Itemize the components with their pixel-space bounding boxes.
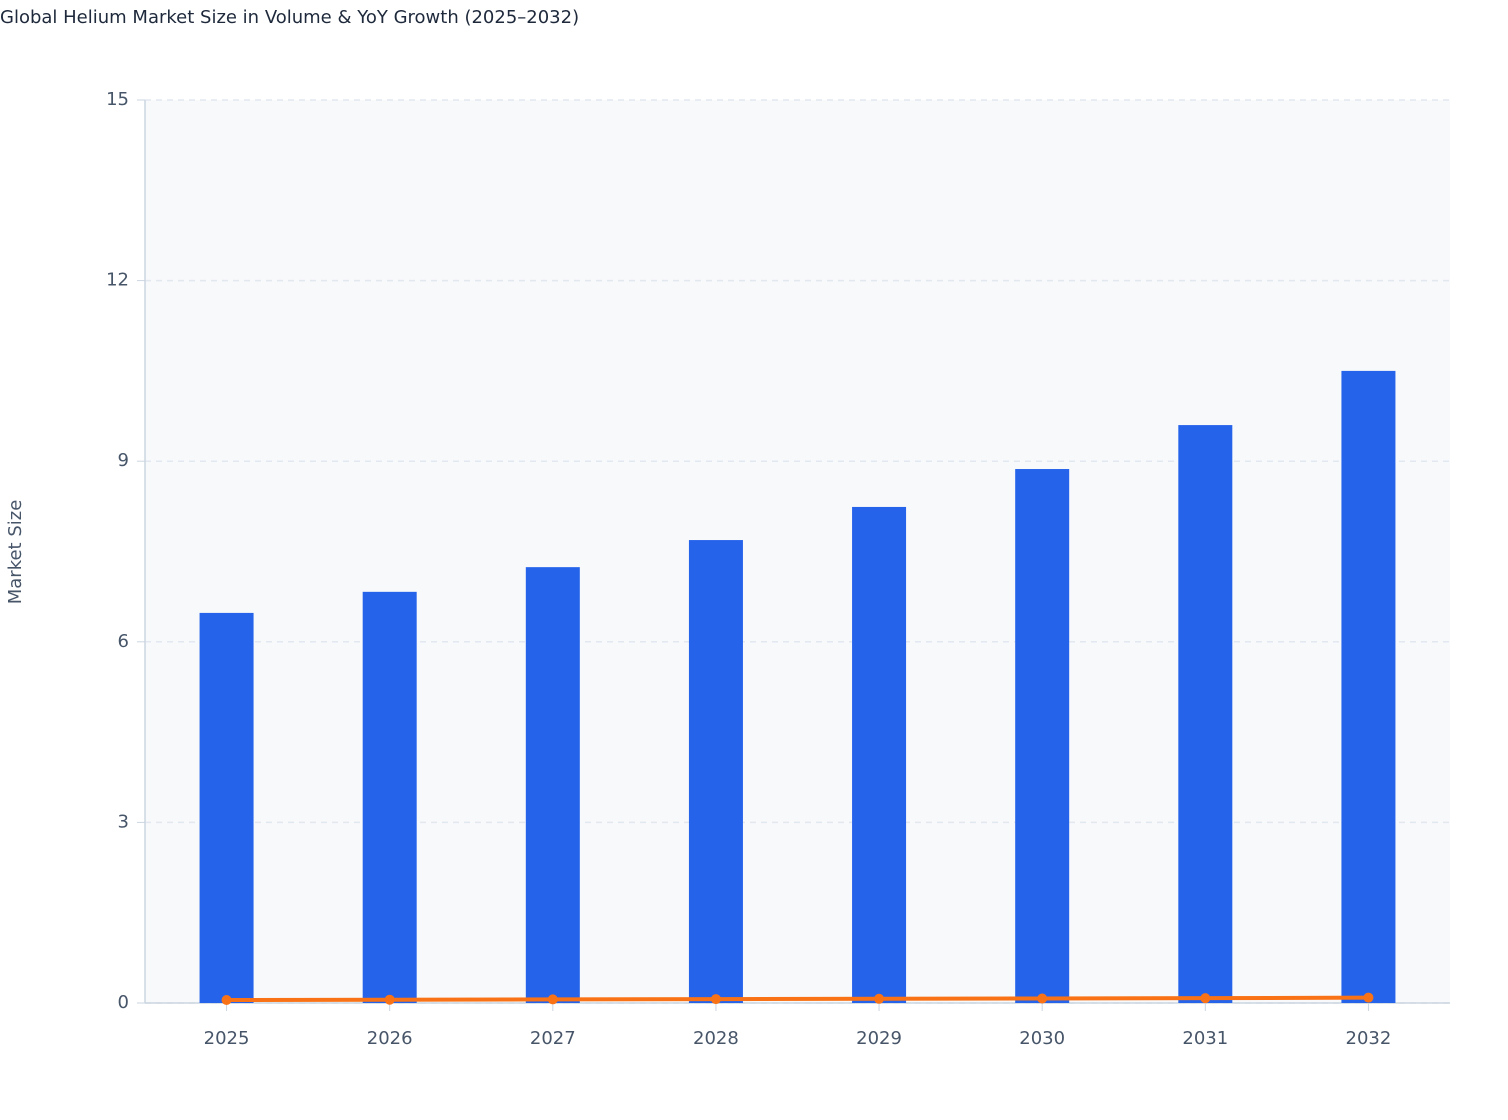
line-point xyxy=(1037,993,1048,1004)
y-axis-label: Market Size xyxy=(5,500,26,605)
x-tick-label: 2029 xyxy=(856,1028,902,1049)
x-tick-label: 2031 xyxy=(1182,1028,1228,1049)
x-tick-label: 2030 xyxy=(1019,1028,1065,1049)
bar xyxy=(1015,469,1070,1003)
bar xyxy=(199,612,254,1003)
line-point xyxy=(221,994,232,1005)
bar xyxy=(1341,370,1396,1003)
line xyxy=(226,995,1369,1002)
plot-background xyxy=(145,100,1450,1003)
y-tick-label: 15 xyxy=(106,89,129,110)
line-point xyxy=(874,993,885,1004)
line-point xyxy=(1200,993,1211,1004)
x-tick-label: 2028 xyxy=(693,1028,739,1049)
x-tick-label: 2027 xyxy=(530,1028,576,1049)
y-tick-label: 6 xyxy=(118,631,129,652)
line-point xyxy=(710,994,721,1005)
x-tick-label: 2026 xyxy=(367,1028,413,1049)
y-tick-label: 9 xyxy=(118,450,129,471)
bar xyxy=(362,591,417,1003)
bar xyxy=(688,540,743,1003)
y-tick-label: 3 xyxy=(118,811,129,832)
bar xyxy=(1178,425,1233,1004)
line-point xyxy=(547,994,558,1005)
bar xyxy=(852,506,907,1003)
y-tick-label: 12 xyxy=(106,270,129,291)
chart-title: Global Helium Market Size in Volume & Yo… xyxy=(0,7,579,28)
y-tick-label: 0 xyxy=(118,992,129,1013)
x-tick-label: 2032 xyxy=(1346,1028,1392,1049)
line-point xyxy=(1363,992,1374,1003)
x-tick-label: 2025 xyxy=(204,1028,250,1049)
bar xyxy=(525,567,580,1003)
line-point xyxy=(384,994,395,1005)
